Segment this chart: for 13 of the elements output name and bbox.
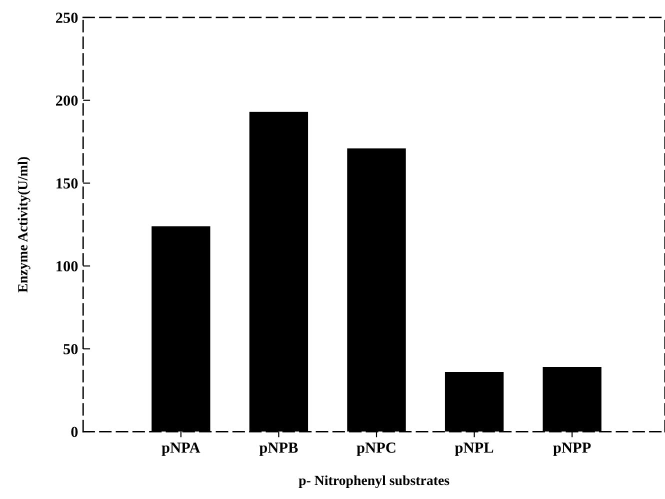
y-tick-label: 50 (64, 344, 78, 354)
y-tick-label: 200 (56, 95, 78, 106)
x-axis-title: p- Nitrophenyl substrates (298, 475, 450, 488)
x-tick-label: pNPA (162, 442, 200, 456)
x-tick-label: pNPL (454, 442, 494, 456)
y-axis-title: Enzyme Activity(U/ml) (18, 157, 30, 292)
x-tick-label: pNPB (259, 442, 298, 456)
x-tick-label: pNPC (356, 442, 396, 456)
y-tick-label: 250 (56, 12, 78, 23)
x-tick-label: pNPP (553, 442, 591, 456)
y-tick-label: 150 (56, 178, 78, 189)
y-tick-label: 100 (56, 261, 78, 272)
y-tick-label: 0 (71, 426, 78, 438)
